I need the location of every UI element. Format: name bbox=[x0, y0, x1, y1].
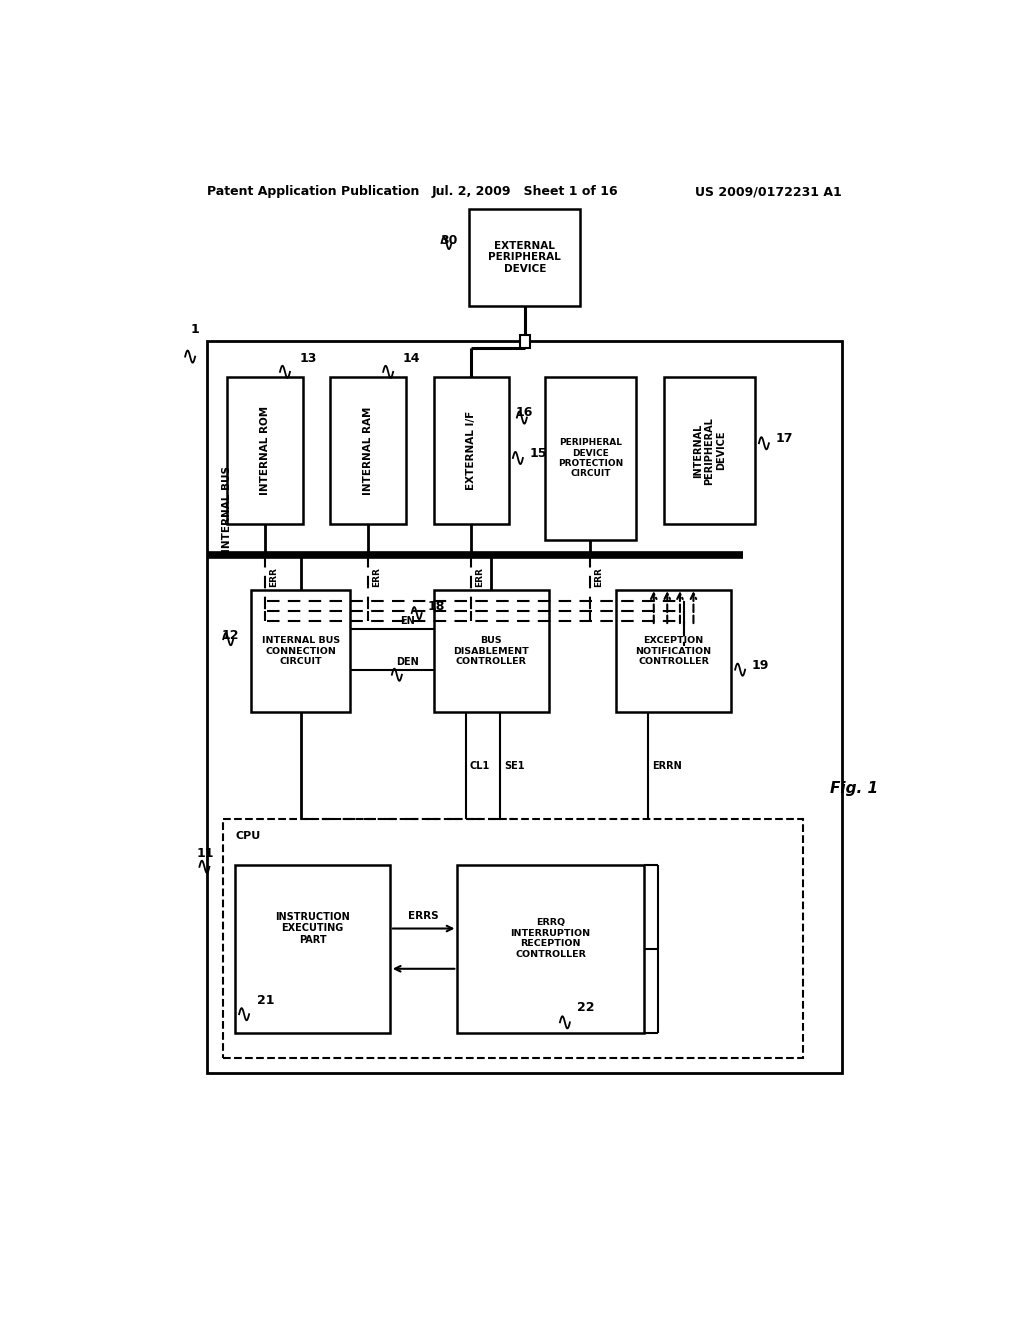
Text: EXTERNAL I/F: EXTERNAL I/F bbox=[466, 411, 476, 490]
Text: INTERNAL
PERIPHERAL
DEVICE: INTERNAL PERIPHERAL DEVICE bbox=[692, 417, 726, 484]
Bar bbox=[458, 865, 644, 1032]
Text: 13: 13 bbox=[300, 351, 317, 364]
Text: INTERNAL RAM: INTERNAL RAM bbox=[364, 407, 373, 495]
Bar bbox=[251, 590, 350, 713]
Text: 14: 14 bbox=[403, 351, 421, 364]
Bar bbox=[207, 342, 843, 1073]
Text: 11: 11 bbox=[197, 846, 214, 859]
Text: 15: 15 bbox=[529, 447, 547, 461]
Bar bbox=[236, 865, 390, 1032]
Text: BUS
DISABLEMENT
CONTROLLER: BUS DISABLEMENT CONTROLLER bbox=[454, 636, 529, 667]
Text: Jul. 2, 2009   Sheet 1 of 16: Jul. 2, 2009 Sheet 1 of 16 bbox=[431, 185, 618, 198]
Text: 30: 30 bbox=[440, 234, 458, 247]
Bar bbox=[331, 378, 406, 524]
Text: ERR: ERR bbox=[475, 568, 484, 587]
Text: 12: 12 bbox=[221, 630, 240, 642]
Bar bbox=[545, 378, 636, 540]
Text: Fig. 1: Fig. 1 bbox=[829, 781, 878, 796]
Text: 21: 21 bbox=[257, 994, 274, 1007]
Text: 1: 1 bbox=[190, 323, 200, 337]
Bar bbox=[664, 378, 755, 524]
Text: INTERNAL BUS
CONNECTION
CIRCUIT: INTERNAL BUS CONNECTION CIRCUIT bbox=[261, 636, 340, 667]
Text: EN: EN bbox=[400, 616, 415, 626]
Bar bbox=[433, 378, 509, 524]
Bar bbox=[433, 590, 549, 713]
Text: Patent Application Publication: Patent Application Publication bbox=[207, 185, 420, 198]
Text: CPU: CPU bbox=[236, 832, 260, 841]
Bar bbox=[616, 590, 731, 713]
Text: INTERNAL ROM: INTERNAL ROM bbox=[260, 407, 270, 495]
Text: ERRN: ERRN bbox=[652, 760, 682, 771]
Text: SE1: SE1 bbox=[504, 760, 524, 771]
Text: ERR: ERR bbox=[269, 568, 278, 587]
Text: INSTRUCTION
EXECUTING
PART: INSTRUCTION EXECUTING PART bbox=[275, 912, 350, 945]
Bar bbox=[223, 818, 803, 1057]
Text: ERRS: ERRS bbox=[409, 911, 439, 921]
Text: EXTERNAL
PERIPHERAL
DEVICE: EXTERNAL PERIPHERAL DEVICE bbox=[488, 240, 561, 275]
Text: ERR: ERR bbox=[372, 568, 381, 587]
Text: DEN: DEN bbox=[396, 656, 419, 667]
Text: INTERNAL BUS: INTERNAL BUS bbox=[222, 466, 232, 552]
Text: 19: 19 bbox=[752, 660, 769, 672]
Text: 16: 16 bbox=[515, 407, 532, 420]
Text: EXCEPTION
NOTIFICATION
CONTROLLER: EXCEPTION NOTIFICATION CONTROLLER bbox=[636, 636, 712, 667]
Text: 18: 18 bbox=[428, 599, 445, 612]
Bar bbox=[469, 210, 581, 306]
Bar bbox=[519, 335, 530, 348]
Text: 17: 17 bbox=[775, 433, 793, 445]
Text: ERR: ERR bbox=[594, 568, 603, 587]
Text: ERRQ
INTERRUPTION
RECEPTION
CONTROLLER: ERRQ INTERRUPTION RECEPTION CONTROLLER bbox=[511, 919, 591, 958]
Text: US 2009/0172231 A1: US 2009/0172231 A1 bbox=[695, 185, 842, 198]
Text: 22: 22 bbox=[578, 1001, 595, 1014]
Text: CL1: CL1 bbox=[470, 760, 489, 771]
Bar bbox=[227, 378, 303, 524]
Text: PERIPHERAL
DEVICE
PROTECTION
CIRCUIT: PERIPHERAL DEVICE PROTECTION CIRCUIT bbox=[558, 438, 623, 478]
